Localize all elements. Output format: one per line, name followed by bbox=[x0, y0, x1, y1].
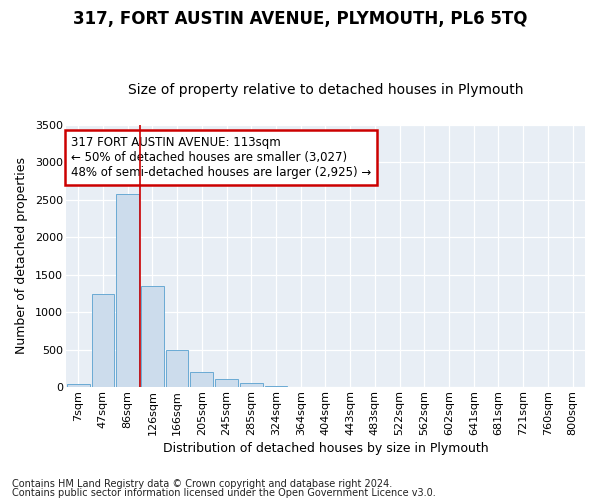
Title: Size of property relative to detached houses in Plymouth: Size of property relative to detached ho… bbox=[128, 83, 523, 97]
Text: Contains HM Land Registry data © Crown copyright and database right 2024.: Contains HM Land Registry data © Crown c… bbox=[12, 479, 392, 489]
Text: 317, FORT AUSTIN AVENUE, PLYMOUTH, PL6 5TQ: 317, FORT AUSTIN AVENUE, PLYMOUTH, PL6 5… bbox=[73, 10, 527, 28]
Bar bbox=[92, 294, 115, 388]
Bar bbox=[289, 386, 312, 388]
Bar bbox=[116, 194, 139, 388]
Bar bbox=[265, 386, 287, 388]
Bar bbox=[240, 383, 263, 388]
Bar bbox=[215, 378, 238, 388]
Bar bbox=[166, 350, 188, 388]
X-axis label: Distribution of detached houses by size in Plymouth: Distribution of detached houses by size … bbox=[163, 442, 488, 455]
Bar bbox=[141, 286, 164, 388]
Text: 317 FORT AUSTIN AVENUE: 113sqm
← 50% of detached houses are smaller (3,027)
48% : 317 FORT AUSTIN AVENUE: 113sqm ← 50% of … bbox=[71, 136, 371, 180]
Text: Contains public sector information licensed under the Open Government Licence v3: Contains public sector information licen… bbox=[12, 488, 436, 498]
Bar bbox=[190, 372, 213, 388]
Y-axis label: Number of detached properties: Number of detached properties bbox=[15, 158, 28, 354]
Bar bbox=[67, 384, 89, 388]
